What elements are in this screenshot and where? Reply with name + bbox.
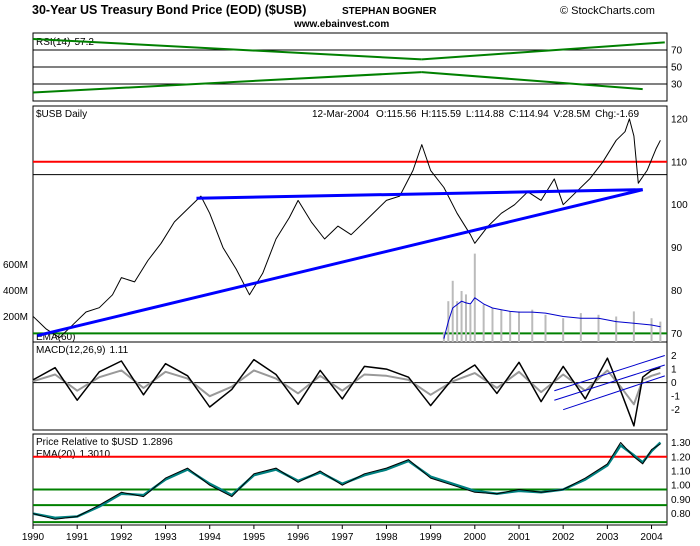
price-series-line <box>32 118 661 339</box>
x-axis-label: 1999 <box>420 532 443 543</box>
x-axis-label: 1995 <box>243 532 266 543</box>
x-axis-label: 1998 <box>375 532 398 543</box>
x-axis-label: 1990 <box>22 532 45 543</box>
macd-tick-label: 2 <box>671 351 677 362</box>
relative-ema-label: EMA(20) 1.3010 <box>36 449 110 460</box>
macd-tick-label: -2 <box>671 405 680 416</box>
relative-tick-label: 0.80 <box>671 509 691 520</box>
price-tick-label: 80 <box>671 286 683 297</box>
volume-ema-line <box>443 297 661 339</box>
macd-channel-line <box>554 364 665 401</box>
x-axis-label: 1994 <box>199 532 222 543</box>
ema-volume-label: EMA(60) <box>36 332 75 343</box>
chart-title: 30-Year US Treasury Bond Price (EOD) ($U… <box>32 3 306 17</box>
x-axis-label: 1992 <box>110 532 133 543</box>
x-axis-label: 1991 <box>66 532 89 543</box>
volume-tick-label: 200M <box>3 312 28 323</box>
relative-tick-label: 1.00 <box>671 481 691 492</box>
copyright-label: © StockCharts.com <box>560 5 655 17</box>
relative-label: Price Relative to $USD 1.2896 <box>36 437 173 448</box>
price-panel-frame <box>32 105 668 343</box>
x-axis-label: 1996 <box>287 532 310 543</box>
price-panel-label: $USB Daily <box>36 109 87 120</box>
rsi-trendline <box>32 37 422 61</box>
relative-tick-label: 0.90 <box>671 495 691 506</box>
x-axis-label: 1993 <box>154 532 177 543</box>
x-axis-label: 2002 <box>552 532 575 543</box>
volume-tick-label: 400M <box>3 286 28 297</box>
macd-tick-label: 0 <box>671 378 677 389</box>
price-trendline <box>37 188 644 338</box>
rsi-trendline <box>421 41 665 61</box>
macd-label: MACD(12,26,9) 1.11 <box>36 345 129 356</box>
relative-panel-frame <box>32 433 668 526</box>
rsi-tick-label: 30 <box>671 80 683 91</box>
rsi-trendline <box>421 71 643 91</box>
macd-line <box>32 357 661 427</box>
website-label: www.ebainvest.com <box>293 19 389 30</box>
price-tick-label: 110 <box>671 157 687 168</box>
price-tick-label: 70 <box>671 329 683 340</box>
price-tick-label: 90 <box>671 243 683 254</box>
x-axis-label: 1997 <box>331 532 354 543</box>
price-tick-label: 120 <box>671 114 688 125</box>
x-axis-label: 2004 <box>640 532 663 543</box>
rsi-tick-label: 50 <box>671 63 683 74</box>
axis-labels-layer: 70 50 30 120 110 100 90 80 70 600M 400M 200M 2 1 0 -1 -2… <box>3 46 691 544</box>
macd-channel-line <box>563 375 665 411</box>
rsi-tick-label: 70 <box>671 46 683 57</box>
x-axis-label: 2001 <box>508 532 531 543</box>
x-axis-label: 2003 <box>596 532 619 543</box>
chart-data-layer <box>32 37 667 524</box>
relative-series-line <box>32 442 661 520</box>
macd-panel-frame <box>32 341 668 431</box>
macd-signal-line <box>32 369 661 406</box>
relative-tick-label: 1.30 <box>671 438 691 449</box>
author-label: STEPHAN BOGNER <box>342 6 437 17</box>
volume-tick-label: 600M <box>3 260 28 271</box>
price-trendline <box>196 188 643 200</box>
macd-tick-label: 1 <box>671 365 677 376</box>
macd-channel-line <box>554 355 665 392</box>
price-tick-label: 100 <box>671 200 688 211</box>
macd-tick-label: -1 <box>671 392 680 403</box>
relative-tick-label: 1.10 <box>671 466 691 477</box>
price-info-line: 12-Mar-2004 O:115.56 H:115.59 L:114.88 C… <box>312 109 639 120</box>
rsi-trendline <box>32 71 422 94</box>
x-axis-label: 2000 <box>464 532 487 543</box>
relative-ema-line <box>32 441 662 520</box>
relative-tick-label: 1.20 <box>671 452 691 463</box>
